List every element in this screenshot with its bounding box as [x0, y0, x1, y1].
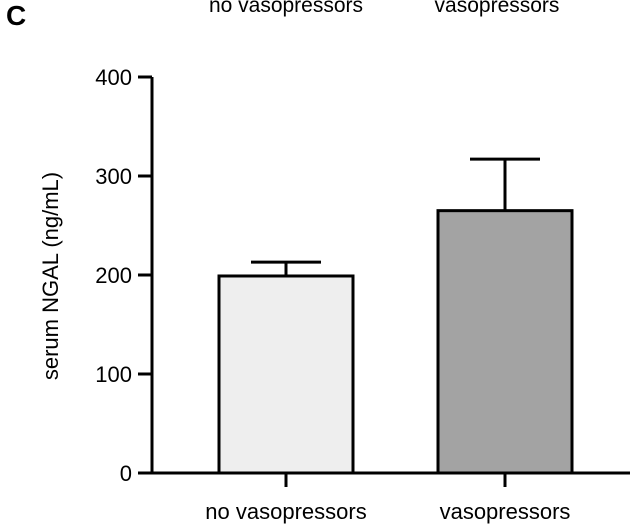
bar-no-vasopressors — [217, 274, 355, 475]
x-tick-label: no vasopressors — [205, 499, 366, 524]
x-tick-label: vasopressors — [440, 499, 571, 524]
header-label-no-vasopressors: no vasopressors — [209, 0, 363, 17]
y-axis: 0 100 200 300 400 — [95, 65, 154, 486]
y-tick-label: 100 — [95, 362, 132, 387]
panel-letter: C — [6, 0, 26, 31]
bar-vasopressors — [436, 209, 574, 475]
y-tick-label: 300 — [95, 164, 132, 189]
bars — [217, 157, 574, 475]
header-label-vasopressors: vasopressors — [435, 0, 560, 17]
y-tick-label: 200 — [95, 263, 132, 288]
y-tick-label: 400 — [95, 65, 132, 90]
x-axis: no vasopressors vasopressors — [152, 471, 630, 524]
y-axis-label: serum NGAL (ng/mL) — [38, 172, 63, 380]
y-tick-label: 0 — [120, 461, 132, 486]
